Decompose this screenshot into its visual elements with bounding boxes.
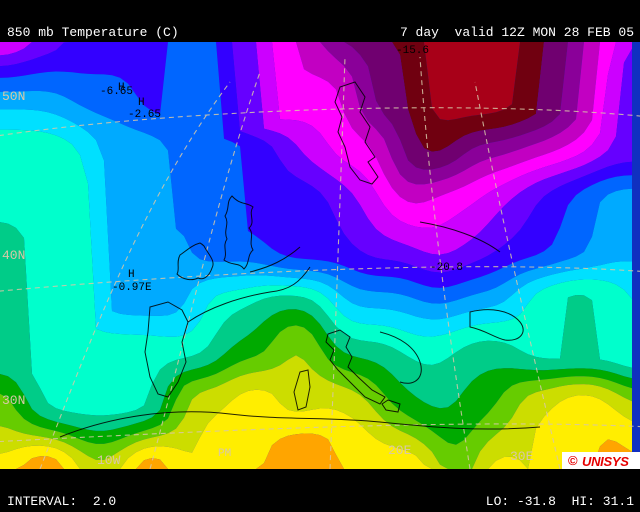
svg-text:30E: 30E xyxy=(510,449,534,464)
svg-text:-0.97E: -0.97E xyxy=(112,282,152,294)
svg-text:30N: 30N xyxy=(2,393,25,408)
svg-text:-15.6: -15.6 xyxy=(396,45,429,57)
svg-text:H: H xyxy=(128,269,135,281)
svg-text:©: © xyxy=(568,453,578,468)
svg-text:UNISYS: UNISYS xyxy=(582,454,629,469)
svg-text:-6.65: -6.65 xyxy=(100,86,133,98)
svg-text:10W: 10W xyxy=(97,453,121,468)
svg-text:PM: PM xyxy=(218,448,231,460)
svg-text:-2.65: -2.65 xyxy=(128,109,161,121)
svg-text:H: H xyxy=(138,97,145,109)
svg-text:20E: 20E xyxy=(388,443,412,458)
svg-text:40N: 40N xyxy=(2,248,25,263)
svg-text:50N: 50N xyxy=(2,89,25,104)
svg-text:-20.8: -20.8 xyxy=(430,262,463,274)
